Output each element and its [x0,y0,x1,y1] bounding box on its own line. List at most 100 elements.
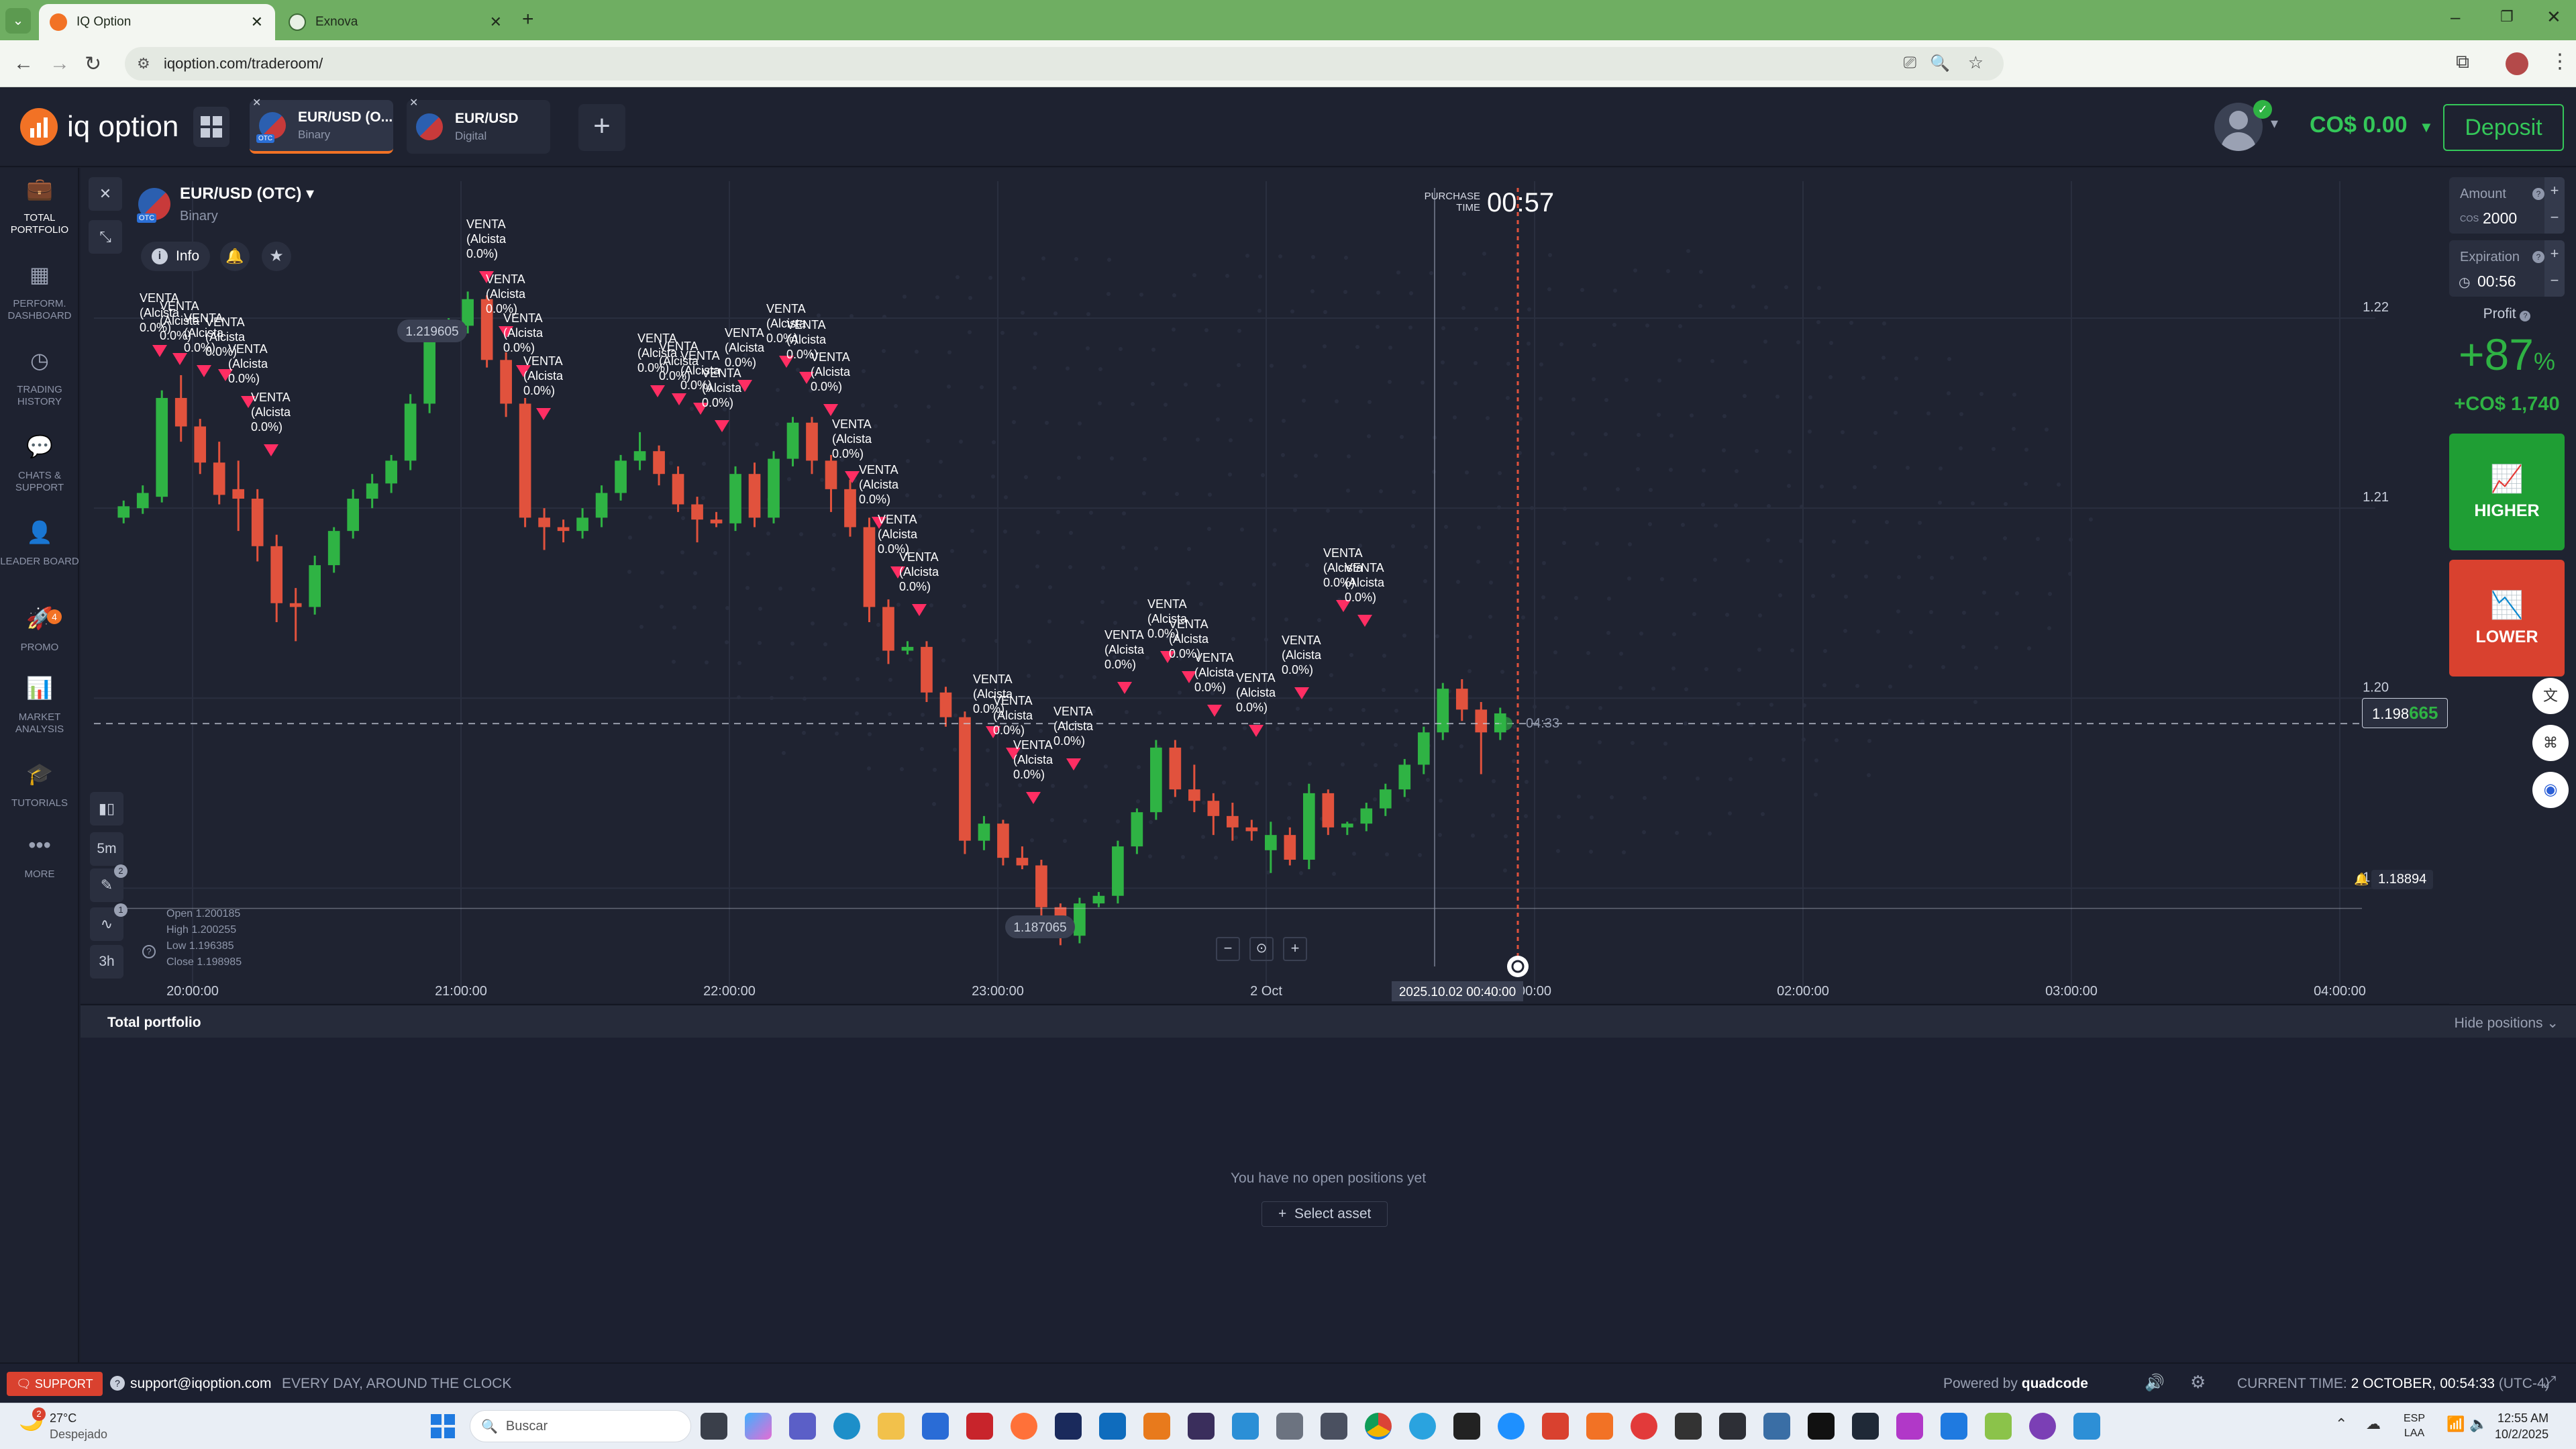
sidebar-item-market-analysis[interactable]: 📊 MARKET ANALYSIS [0,677,79,736]
telegram-icon[interactable] [1409,1413,1436,1440]
indicators-button[interactable]: ∿ 1 [90,903,127,941]
tab-menu-button[interactable]: ⌄ [5,8,31,34]
extensions-icon[interactable]: ⧉ [2456,51,2469,72]
alerts-button[interactable]: 🔔 [220,242,250,271]
back-icon[interactable]: ← [13,52,34,74]
sidebar-item-more[interactable]: ••• MORE [0,834,79,881]
app-icon-8[interactable] [1542,1413,1569,1440]
profile-avatar[interactable] [2506,52,2528,75]
close-asset-tab-icon[interactable]: ✕ [252,97,262,109]
assistant-widget-button[interactable]: ◉ [2532,772,2569,808]
install-app-icon[interactable]: ⎚ [1903,54,1916,72]
app-icon-2[interactable] [1099,1413,1126,1440]
info-button[interactable]: i Info [141,242,211,271]
sidebar-item-promo[interactable]: 🚀 4 PROMO [0,607,79,654]
sidebar-item-trading-history[interactable]: ◷ TRADING HISTORY [0,350,79,408]
app-icon-15[interactable] [1896,1413,1923,1440]
wifi-icon[interactable]: 📶 [2446,1415,2465,1432]
sound-toggle-icon[interactable]: 🔊 [2145,1374,2165,1392]
restore-window-icon[interactable]: ❐ [2500,8,2514,25]
layout-grid-button[interactable] [193,107,229,147]
taskbar-clock[interactable]: 12:55 AM 10/2/2025 [2495,1410,2548,1442]
amount-stepper[interactable]: + − [2544,177,2565,234]
app-icon-10[interactable] [1631,1413,1657,1440]
iqoption-logo[interactable]: iq option [20,108,178,146]
asset-tab-eurusd-binary[interactable]: ✕ OTC EUR/USD (O... Binary [250,97,393,154]
chevron-down-icon[interactable]: ▾ [2271,115,2279,132]
app-icon-9[interactable] [1586,1413,1613,1440]
close-window-icon[interactable]: ✕ [2546,7,2561,27]
help-icon[interactable]: ? [2520,311,2531,321]
amount-decrease-button[interactable]: − [2550,209,2559,226]
start-button[interactable] [431,1414,455,1438]
zoom-icon[interactable]: 🔍 [1930,54,1950,72]
reload-icon[interactable]: ↻ [85,53,102,75]
sidebar-item-total-portfolio[interactable]: 💼 TOTAL PORTFOLIO [0,178,79,236]
app-icon-18[interactable] [2073,1413,2100,1440]
help-icon[interactable]: ? [2532,188,2544,200]
mcafee-icon[interactable] [966,1413,993,1440]
alert-price-tag[interactable]: 1.18894 [2371,870,2434,889]
browser-tab-exnova[interactable]: Exnova ✕ [278,4,514,40]
expiration-field[interactable]: Expiration ◷ 00:56 ? + − [2449,240,2565,297]
chart-area[interactable]: 1.221.211.201.1920:00:0021:00:0022:00:00… [81,168,2449,1003]
expiration-increase-button[interactable]: + [2550,245,2559,262]
file-explorer-icon[interactable] [878,1413,905,1440]
balance-selector[interactable]: CO$ 0.00 ▼ [2310,112,2434,138]
collapse-chart-button[interactable]: ⤡ [89,220,122,254]
period-button[interactable]: 3h [90,945,123,979]
tray-chevron-icon[interactable]: ⌃ [2335,1415,2348,1432]
reset-zoom-button[interactable]: ⊙ [1249,937,1274,961]
bookmark-star-icon[interactable]: ☆ [1967,52,1983,72]
close-tab-icon[interactable]: ✕ [250,13,263,30]
close-asset-tab-icon[interactable]: ✕ [409,97,419,109]
terminal-icon[interactable] [1453,1413,1480,1440]
asset-selector[interactable]: OTC EUR/USD (OTC) ▾ Binary [137,184,314,224]
sidebar-item-chats-support[interactable]: 💬 CHATS & SUPPORT [0,436,79,494]
app-icon-1[interactable] [1055,1413,1082,1440]
browser-tab-iqoption[interactable]: IQ Option ✕ [39,4,275,40]
zoom-in-button[interactable]: + [1283,937,1307,961]
app-icon-5[interactable] [1232,1413,1259,1440]
help-icon[interactable]: ? [2532,251,2544,263]
sidebar-item-perform-dashboard[interactable]: ▦ PERFORM. DASHBOARD [0,264,79,322]
support-email-link[interactable]: support@iqoption.com [130,1376,272,1391]
sidebar-item-leader-board[interactable]: 👤 LEADER BOARD [0,521,79,568]
app-icon-13[interactable] [1763,1413,1790,1440]
higher-button[interactable]: 📈 HIGHER [2449,434,2565,550]
drawing-tools-button[interactable]: ✎ 2 [90,864,127,902]
vscode-icon[interactable] [1941,1413,1967,1440]
new-tab-button[interactable]: + [522,8,534,30]
app-icon-16[interactable] [1985,1413,2012,1440]
favorite-button[interactable]: ★ [262,242,291,271]
copilot-icon[interactable] [745,1413,772,1440]
store-icon[interactable] [922,1413,949,1440]
expiration-stepper[interactable]: + − [2544,240,2565,297]
language-indicator[interactable]: ESP LAA [2404,1411,2425,1441]
firefox-icon[interactable] [1011,1413,1037,1440]
asset-tab-eurusd-digital[interactable]: ✕ EUR/USD Digital [407,97,550,154]
amount-increase-button[interactable]: + [2550,182,2559,199]
app-icon-6[interactable] [1276,1413,1303,1440]
add-asset-button[interactable]: + [578,104,625,151]
volume-icon[interactable]: 🔈 [2469,1415,2488,1432]
browser-menu-icon[interactable]: ⋮ [2550,50,2570,72]
edge-icon[interactable] [833,1413,860,1440]
taskbar-search[interactable]: 🔍 Buscar [470,1410,691,1442]
fullscreen-icon[interactable]: ⤢ [2543,1373,2557,1391]
address-bar[interactable]: ⚙ iqoption.com/traderoom/ ⎚ 🔍 ☆ [125,47,2004,81]
close-chart-button[interactable]: ✕ [89,177,122,211]
timeframe-button[interactable]: 5m [90,832,123,866]
app-icon-17[interactable] [2029,1413,2056,1440]
amount-field[interactable]: Amount COS 2000 ? + − [2449,177,2565,234]
app-icon-14[interactable] [1852,1413,1879,1440]
expiration-value[interactable]: 00:56 [2477,272,2516,290]
support-button[interactable]: 🗨 SUPPORT [7,1372,103,1396]
price-chart[interactable]: 1.221.211.201.1920:00:0021:00:0022:00:00… [81,168,2449,1003]
app-icon-3[interactable] [1143,1413,1170,1440]
chart-type-button[interactable]: ▮▯ [90,792,123,826]
sidebar-item-tutorials[interactable]: 🎓 TUTORIALS [0,763,79,809]
tray-cloud-icon[interactable]: ☁ [2366,1415,2381,1432]
lower-button[interactable]: 📉 LOWER [2449,560,2565,677]
app-icon-4[interactable] [1188,1413,1215,1440]
